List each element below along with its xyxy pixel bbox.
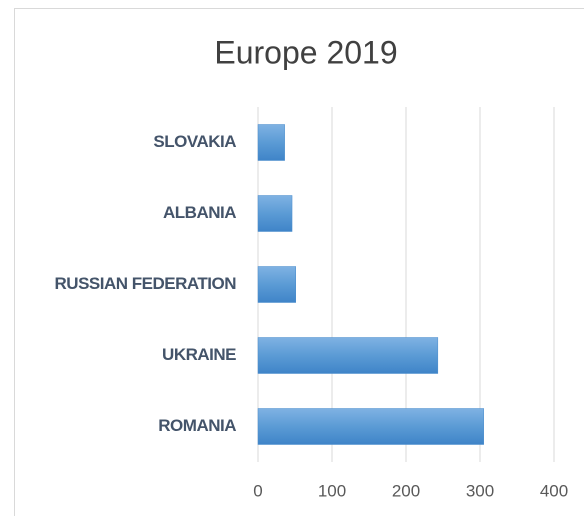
x-tick-label: 300	[466, 481, 494, 500]
x-tick-label: 400	[540, 481, 568, 500]
y-tick-label: ROMANIA	[158, 416, 236, 435]
y-tick-label: UKRAINE	[162, 345, 236, 364]
y-tick-label: SLOVAKIA	[153, 132, 236, 151]
bar	[257, 195, 293, 232]
bar	[257, 266, 296, 303]
y-tick-label: RUSSIAN FEDERATION	[55, 274, 237, 293]
x-tick-label: 100	[318, 481, 346, 500]
bar	[257, 124, 285, 161]
chart-title: Europe 2019	[214, 34, 397, 70]
y-tick-label: ALBANIA	[163, 203, 236, 222]
x-tick-label: 0	[253, 481, 262, 500]
bar	[257, 337, 439, 374]
x-tick-label: 200	[392, 481, 420, 500]
bar	[257, 408, 484, 445]
